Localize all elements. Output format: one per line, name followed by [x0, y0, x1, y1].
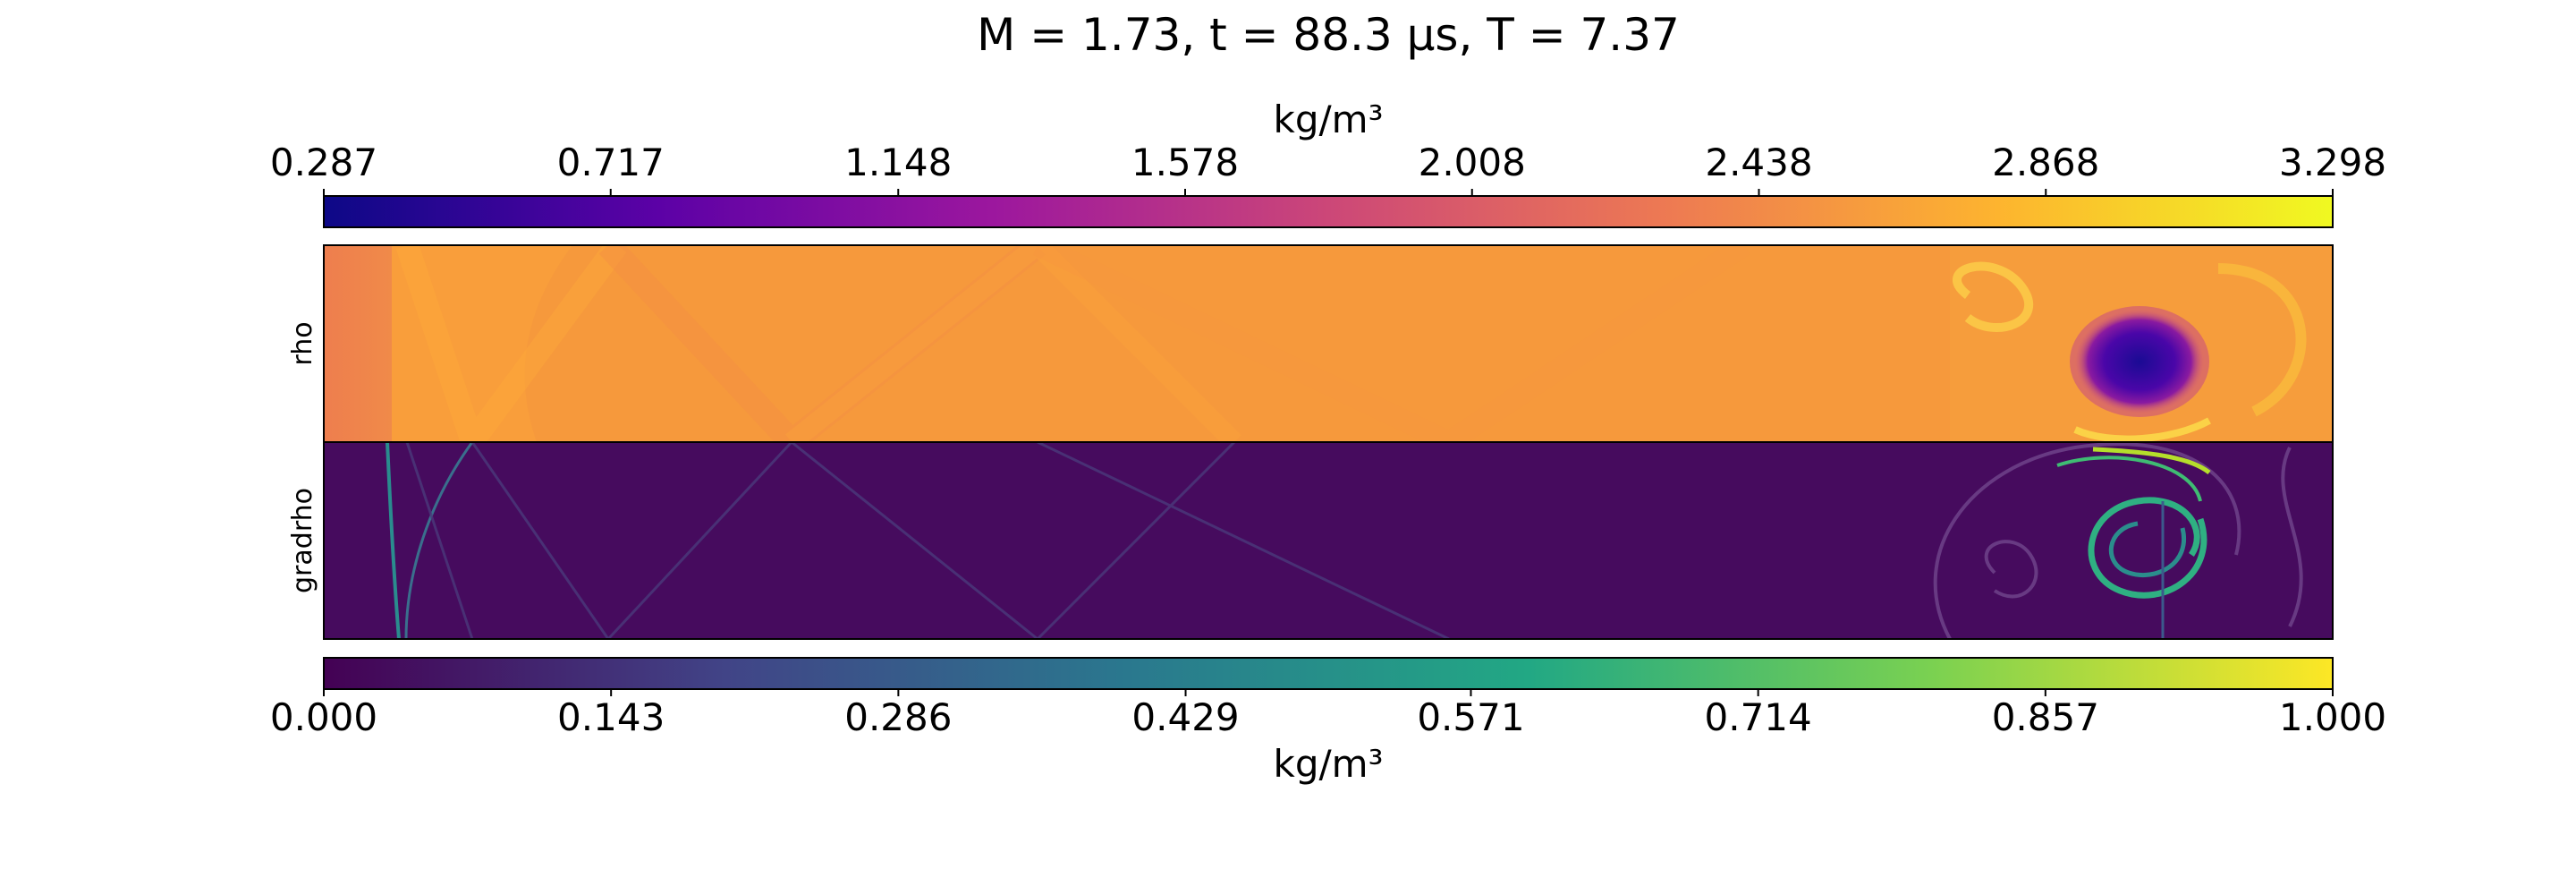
gradrho-colorbar-ticks: 0.000 0.143 0.286 0.429 0.571 0.714 0.857 1.000 [270, 689, 2386, 739]
rho-colorbar-tick-label: 0.717 [557, 141, 665, 184]
figure-title: M = 1.73, t = 88.3 μs, T = 7.37 [977, 9, 1680, 61]
rho-colorbar-tick-label: 2.868 [1992, 141, 2099, 184]
rho-panel-ylabel: rho [287, 321, 318, 365]
rho-vortex-swirl-right [2217, 263, 2307, 417]
rho-wave-4 [1032, 245, 1750, 442]
gradrho-vortex-ring-2 [2108, 521, 2187, 578]
gradrho-shock-curve [404, 442, 474, 639]
rho-left-band [324, 245, 392, 442]
rho-wave-1 [395, 245, 627, 442]
gradrho-colorbar-bar [323, 657, 2334, 690]
rho-colorbar-tick-label: 3.298 [2279, 141, 2386, 184]
rho-wave-2 [598, 245, 1046, 442]
gradrho-panel: gradrho [287, 441, 2334, 640]
rho-colorbar: kg/m³ 0.287 0.717 1.148 1.578 2.008 2.438 2.86… [270, 98, 2386, 228]
gradrho-background [324, 442, 2333, 639]
gradrho-vortex-ring-1 [2088, 497, 2207, 599]
rho-vortex-core [2075, 310, 2204, 413]
rho-vortex-swirl-outer [1953, 261, 2033, 333]
rho-colorbar-tick-label: 1.578 [1131, 141, 1239, 184]
rho-colorbar-tick-label: 2.438 [1705, 141, 1812, 184]
gradrho-vortex-arc [2056, 456, 2202, 502]
gradrho-colorbar-label: kg/m³ [1274, 742, 1384, 786]
rho-colorbar-ticks: 0.287 0.717 1.148 1.578 2.008 2.438 2.868 3.298 [270, 141, 2386, 196]
gradrho-colorbar-tick-label: 0.571 [1417, 695, 1524, 739]
rho-shock-light-region [392, 245, 572, 442]
rho-colorbar-tick-label: 1.148 [844, 141, 952, 184]
rho-colorbar-tick-label: 0.287 [270, 141, 377, 184]
gradrho-panel-ylabel: gradrho [287, 488, 318, 593]
gradrho-vortex-outer [1933, 442, 2241, 639]
gradrho-colorbar: 0.000 0.143 0.286 0.429 0.571 0.714 0.857 1.000… [270, 657, 2386, 786]
gradrho-colorbar-tick-label: 0.857 [1992, 695, 2099, 739]
gradrho-colorbar-tick-label: 1.000 [2279, 695, 2386, 739]
rho-colorbar-tick-label: 2.008 [1419, 141, 1526, 184]
rho-field [324, 245, 2333, 442]
gradrho-colorbar-tick-label: 0.000 [270, 695, 377, 739]
gradrho-right-swirl [2281, 447, 2303, 627]
gradrho-panel-frame [323, 441, 2334, 640]
gradrho-reflected-waves [405, 442, 1450, 639]
rho-wave-3 [785, 245, 1241, 442]
gradrho-colorbar-tick-label: 0.143 [557, 695, 665, 739]
rho-vortex-edge [2073, 417, 2211, 442]
gradrho-vortex-bright-edge [2092, 447, 2211, 474]
gradrho-colorbar-tick-label: 0.429 [1131, 695, 1239, 739]
gradrho-colorbar-tick-label: 0.286 [844, 695, 952, 739]
gradrho-colorbar-tick-label: 0.714 [1705, 695, 1812, 739]
gradrho-field [324, 442, 2333, 639]
rho-panel: rho [287, 244, 2334, 443]
gradrho-shock-front [386, 442, 401, 639]
gradrho-vortex-small [1984, 540, 2038, 599]
rho-colorbar-label: kg/m³ [1274, 98, 1384, 141]
rho-colorbar-bar [323, 195, 2334, 228]
